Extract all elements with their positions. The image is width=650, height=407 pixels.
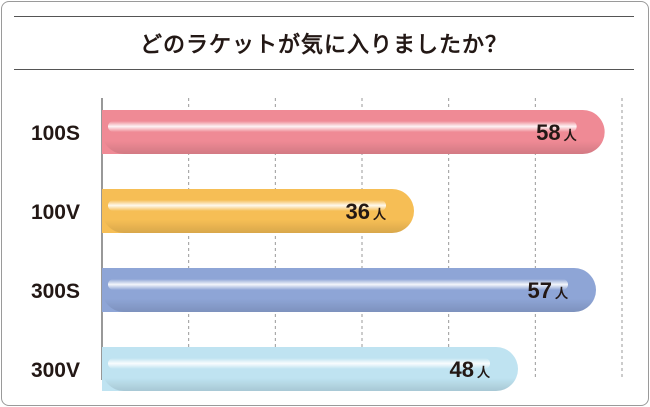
title-band: どのラケットが気に入りましたか？ [14, 16, 634, 70]
value-label-300S: 57 人 [528, 278, 569, 303]
value-label-100S: 58 人 [536, 120, 577, 145]
bar-group-300V: 48 人 [102, 347, 518, 391]
bars: 58 人36 人57 人48 人 [102, 110, 605, 391]
value-number: 58 [536, 120, 560, 145]
value-label-100V: 36 人 [346, 199, 387, 224]
bar-group-100V: 36 人 [102, 189, 414, 233]
value-label-300V: 48 人 [450, 357, 491, 382]
category-label-300S: 300S [31, 280, 80, 303]
value-number: 48 [450, 357, 474, 382]
chart-title: どのラケットが気に入りましたか？ [139, 33, 508, 58]
bar-highlight-300S [108, 279, 568, 290]
value-number: 36 [346, 199, 370, 224]
bar-highlight-100V [108, 200, 386, 211]
bar-highlight-100S [108, 121, 577, 132]
category-labels: 100S 100V 300S 300V [31, 122, 80, 382]
category-label-100V: 100V [31, 201, 80, 224]
category-label-300V: 300V [31, 359, 80, 382]
category-label-100S: 100S [31, 122, 80, 145]
bar-group-100S: 58 人 [102, 110, 605, 154]
value-number: 57 [528, 278, 552, 303]
value-unit: 人 [564, 128, 578, 144]
bar-group-300S: 57 人 [102, 268, 596, 312]
value-unit: 人 [373, 207, 387, 223]
value-unit: 人 [477, 365, 491, 381]
title-rule-top [14, 16, 634, 17]
value-unit: 人 [555, 286, 569, 302]
bar-highlight-300V [108, 358, 490, 369]
title-rule-bottom [14, 69, 634, 70]
